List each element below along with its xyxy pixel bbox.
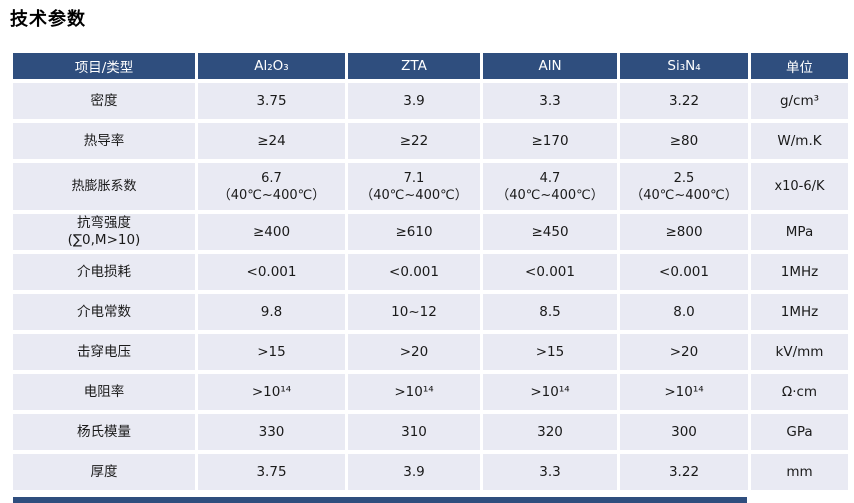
cell-value: ≥610 (348, 214, 480, 250)
cell-value: ≥400 (198, 214, 345, 250)
column-header-al2o3: Al₂O₃ (198, 53, 345, 79)
column-header-aln: AlN (483, 53, 617, 79)
column-header-si3n4: Si₃N₄ (620, 53, 748, 79)
cell-value: >10¹⁴ (198, 374, 345, 410)
table-row: 杨氏模量 330 310 320 300 GPa (13, 414, 848, 450)
next-table-header-cutoff-bar (13, 497, 747, 503)
page-title: 技术参数 (10, 9, 86, 30)
cell-value: >15 (483, 334, 617, 370)
cell-value: >15 (198, 334, 345, 370)
cell-value: <0.001 (620, 254, 748, 290)
row-label: 击穿电压 (13, 334, 195, 370)
cell-unit: 1MHz (751, 254, 848, 290)
table-header-row: 项目/类型 Al₂O₃ ZTA AlN Si₃N₄ 单位 (13, 53, 848, 79)
table-row: 击穿电压 >15 >20 >15 >20 kV/mm (13, 334, 848, 370)
cell-value: 330 (198, 414, 345, 450)
cell-value: 310 (348, 414, 480, 450)
cell-value: 8.5 (483, 294, 617, 330)
cell-value: 3.3 (483, 83, 617, 119)
table-row: 介电损耗 <0.001 <0.001 <0.001 <0.001 1MHz (13, 254, 848, 290)
cell-value: 9.8 (198, 294, 345, 330)
cell-value: ≥800 (620, 214, 748, 250)
cell-value: ≥80 (620, 123, 748, 159)
cell-value: 3.22 (620, 454, 748, 490)
table-row: 厚度 3.75 3.9 3.3 3.22 mm (13, 454, 848, 490)
cell-value: 3.9 (348, 454, 480, 490)
cell-value: 3.9 (348, 83, 480, 119)
column-header-unit: 单位 (751, 53, 848, 79)
table-row: 热膨胀系数 6.7 （40℃~400℃） 7.1 （40℃~400℃） 4.7 （40… (13, 163, 848, 210)
table-row: 热导率 ≥24 ≥22 ≥170 ≥80 W/m.K (13, 123, 848, 159)
cell-unit: x10-6/K (751, 163, 848, 210)
table-row: 介电常数 9.8 10~12 8.5 8.0 1MHz (13, 294, 848, 330)
column-header-item-type: 项目/类型 (13, 53, 195, 79)
row-label: 电阻率 (13, 374, 195, 410)
cell-value: ≥24 (198, 123, 345, 159)
row-label: 密度 (13, 83, 195, 119)
cell-value: >10¹⁴ (620, 374, 748, 410)
cell-value: 320 (483, 414, 617, 450)
row-label: 热膨胀系数 (13, 163, 195, 210)
row-label: 介电常数 (13, 294, 195, 330)
cell-value: <0.001 (348, 254, 480, 290)
cell-value: 8.0 (620, 294, 748, 330)
cell-unit: MPa (751, 214, 848, 250)
cell-value: ≥22 (348, 123, 480, 159)
row-label: 热导率 (13, 123, 195, 159)
table-row: 密度 3.75 3.9 3.3 3.22 g/cm³ (13, 83, 848, 119)
table-row: 抗弯强度 (∑0,M>10) ≥400 ≥610 ≥450 ≥800 MPa (13, 214, 848, 250)
row-label: 杨氏模量 (13, 414, 195, 450)
cell-value: >10¹⁴ (483, 374, 617, 410)
cell-unit: GPa (751, 414, 848, 450)
cell-value: 4.7 （40℃~400℃） (483, 163, 617, 210)
cell-value: 3.22 (620, 83, 748, 119)
row-label: 厚度 (13, 454, 195, 490)
cell-unit: Ω·cm (751, 374, 848, 410)
cell-value: >10¹⁴ (348, 374, 480, 410)
cell-unit: mm (751, 454, 848, 490)
cell-value: <0.001 (483, 254, 617, 290)
cell-value: 6.7 （40℃~400℃） (198, 163, 345, 210)
cell-unit: 1MHz (751, 294, 848, 330)
cell-unit: g/cm³ (751, 83, 848, 119)
cell-value: 300 (620, 414, 748, 450)
cell-value: 3.3 (483, 454, 617, 490)
cell-value: 10~12 (348, 294, 480, 330)
cell-value: 2.5 （40℃~400℃） (620, 163, 748, 210)
row-label: 介电损耗 (13, 254, 195, 290)
column-header-zta: ZTA (348, 53, 480, 79)
cell-unit: W/m.K (751, 123, 848, 159)
cell-value: ≥450 (483, 214, 617, 250)
row-label: 抗弯强度 (∑0,M>10) (13, 214, 195, 250)
cell-value: 3.75 (198, 454, 345, 490)
table-row: 电阻率 >10¹⁴ >10¹⁴ >10¹⁴ >10¹⁴ Ω·cm (13, 374, 848, 410)
cell-value: 3.75 (198, 83, 345, 119)
table-body: 密度 3.75 3.9 3.3 3.22 g/cm³ 热导率 ≥24 ≥22 ≥170 ≥80 W/m… (13, 83, 848, 490)
cell-value: ≥170 (483, 123, 617, 159)
cell-value: >20 (348, 334, 480, 370)
cell-value: 7.1 （40℃~400℃） (348, 163, 480, 210)
cell-value: >20 (620, 334, 748, 370)
spec-table-container: 项目/类型 Al₂O₃ ZTA AlN Si₃N₄ 单位 密度 3.75 3.9 3.… (10, 49, 851, 494)
cell-value: <0.001 (198, 254, 345, 290)
cell-unit: kV/mm (751, 334, 848, 370)
spec-table: 项目/类型 Al₂O₃ ZTA AlN Si₃N₄ 单位 密度 3.75 3.9 3.… (10, 49, 851, 494)
